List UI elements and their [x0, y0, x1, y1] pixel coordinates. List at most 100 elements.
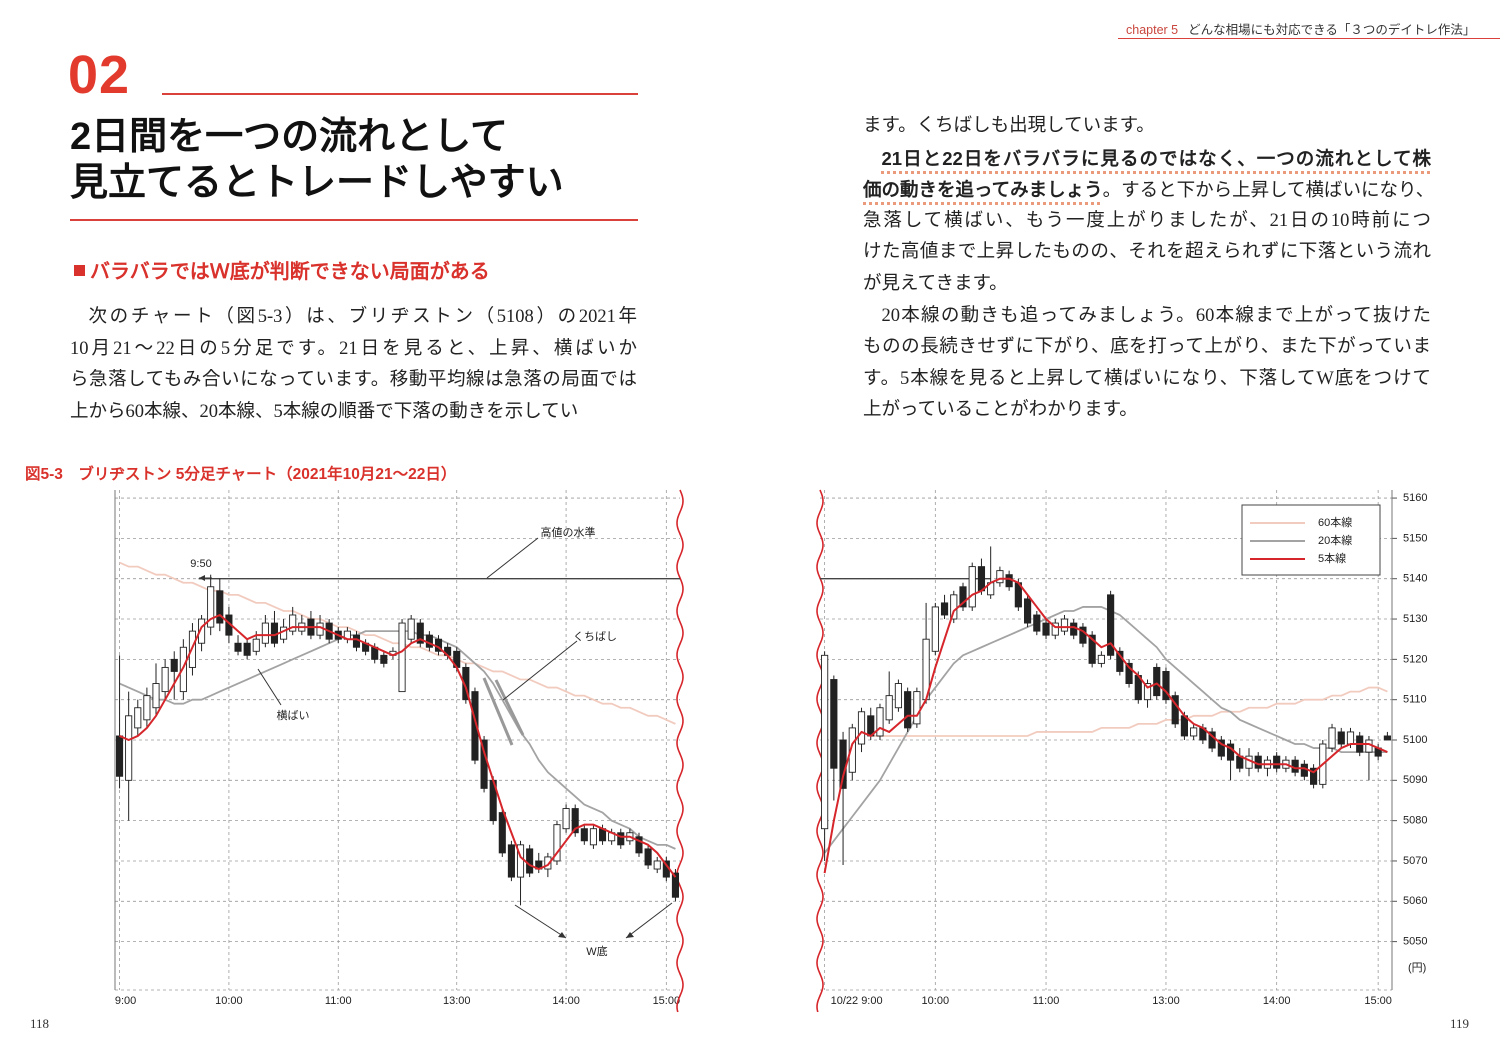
candle-body — [848, 727, 856, 773]
candle-body — [125, 715, 133, 781]
candle-body — [1328, 727, 1336, 749]
text: 急落して横ばい、もう一度上がりましたが、21日の10時前につ — [863, 210, 1431, 231]
text: が見えてきます。 — [863, 273, 1008, 294]
text-line: ます。くちばしも出現しています。 — [863, 111, 1431, 143]
y-tick-label: 5080 — [1403, 815, 1427, 827]
x-tick-label: 10/22 9:00 — [831, 995, 883, 1007]
y-tick-label: 5050 — [1403, 936, 1427, 948]
candle-body — [562, 808, 570, 830]
subheading-text: バラバラではＷ底が判断できない局面がある — [90, 261, 490, 283]
text: ものの長続きせずに下がり、底を打って上がり、また下がっていま — [863, 337, 1431, 358]
candle-body — [1346, 731, 1355, 745]
text-line: ものの長続きせずに下がり、底を打って上がり、また下がっていま — [863, 332, 1431, 364]
candle-body — [207, 586, 215, 628]
candle-body — [671, 872, 679, 898]
x-tick-label: 9:00 — [115, 995, 136, 1007]
text: けた高値まで上昇したものの、それを超えられずに下落という流れ — [863, 242, 1431, 263]
candle-body — [996, 570, 1004, 584]
y-tick-label: 5160 — [1403, 492, 1427, 504]
candle-body — [544, 856, 552, 870]
candle-body — [904, 691, 912, 729]
candle-body — [252, 638, 260, 652]
candle-body — [653, 860, 661, 870]
section-title: 2日間を一つの流れとして 見立てるとトレードしやすい — [70, 114, 564, 206]
candle-body — [968, 566, 976, 608]
beak-mark — [494, 679, 525, 736]
candle-body — [152, 683, 160, 709]
candle-body — [571, 808, 579, 834]
text-line: 10月21～22日の5分足です。21日を見ると、上昇、横ばいか — [70, 334, 637, 366]
y-tick-label: 5090 — [1403, 774, 1427, 786]
candle-body — [644, 848, 652, 866]
emphasis: 21日と22日をバラバラに見るのではなく、一つの流れとして株 — [881, 147, 1432, 169]
candle-body — [1171, 695, 1179, 725]
x-tick-label: 11:00 — [325, 995, 352, 1007]
chapter-title: どんな相場にも対応できる「３つのデイトレ作法」 — [1188, 23, 1476, 37]
candle-body — [216, 590, 224, 624]
candle-body — [977, 566, 986, 592]
candle-body — [635, 836, 643, 854]
moving-average — [870, 686, 1388, 737]
arrow-head — [626, 932, 634, 938]
x-tick-label: 14:00 — [1263, 995, 1291, 1007]
text: 。すると下から上昇して横ばいになり、 — [1102, 181, 1431, 202]
x-tick-label: 13:00 — [443, 995, 471, 1007]
candle-body — [1023, 598, 1032, 624]
candle-body — [959, 586, 967, 608]
running-header: chapter 5 どんな相場にも対応できる「３つのデイトレ作法」 — [1126, 19, 1475, 38]
candle-body — [1309, 767, 1318, 785]
text-line: 上がっていることがわかります。 — [863, 395, 1431, 427]
candle-body — [198, 618, 206, 644]
candle-body — [1143, 683, 1152, 701]
beak-mark — [482, 677, 514, 746]
candle-body — [1033, 614, 1041, 632]
x-tick-label: 15:00 — [653, 995, 681, 1007]
candle-body — [1097, 654, 1105, 664]
candle-body — [407, 618, 415, 640]
y-tick-label: 5070 — [1403, 855, 1427, 867]
candle-body — [1088, 634, 1096, 664]
candle-body — [876, 707, 884, 737]
annotation-line — [257, 668, 282, 706]
text-line: 上から60本線、20本線、5本線の順番で下落の動きを示してい — [70, 397, 637, 429]
page-number: 118 — [30, 1016, 50, 1031]
page-number: 119 — [1450, 1016, 1470, 1031]
candle-body — [1051, 622, 1059, 636]
section-number: 02 — [68, 45, 131, 105]
candle-body — [289, 614, 297, 632]
text-line: けた高値まで上昇したものの、それを超えられずに下落という流れ — [863, 237, 1431, 269]
moving-average — [823, 606, 1388, 854]
y-tick-label: 5100 — [1403, 734, 1427, 746]
candle-body — [143, 695, 151, 721]
emphasis: 価の動きを追ってみましょう — [863, 179, 1103, 201]
chapter-label: chapter 5 — [1126, 23, 1179, 37]
legend-label: 5本線 — [1318, 551, 1346, 565]
x-tick-label: 10:00 — [922, 995, 950, 1007]
text: 10月21～22日の5分足です。21日を見ると、上昇、横ばいか — [70, 338, 637, 359]
annotation-line — [625, 902, 673, 939]
candle-body — [1107, 594, 1115, 656]
text: 20本線の動きも追ってみましょう。60本線まで上がって抜けた — [881, 305, 1432, 326]
legend-label: 60本線 — [1318, 515, 1352, 529]
candle-body — [261, 622, 269, 644]
text-line: が見えてきます。 — [863, 269, 1431, 301]
candle-body — [170, 658, 178, 672]
candle-body — [857, 711, 866, 745]
candle-body — [940, 602, 949, 616]
moving-average — [119, 630, 676, 850]
candle-body — [1337, 731, 1345, 745]
subheading: バラバラではＷ底が判断できない局面がある — [74, 255, 490, 284]
annotation: W底 — [586, 945, 607, 958]
legend-label: 20本線 — [1318, 533, 1352, 547]
candle-body — [526, 848, 534, 874]
moving-average — [823, 577, 1388, 874]
candle-body — [553, 824, 561, 862]
candle-body — [1162, 671, 1170, 701]
candle-body — [1153, 666, 1161, 697]
candle-body — [913, 691, 921, 725]
candle-body — [1042, 622, 1050, 636]
text: ます。くちばしも出現しています。 — [863, 116, 1155, 136]
moving-average — [119, 614, 677, 878]
